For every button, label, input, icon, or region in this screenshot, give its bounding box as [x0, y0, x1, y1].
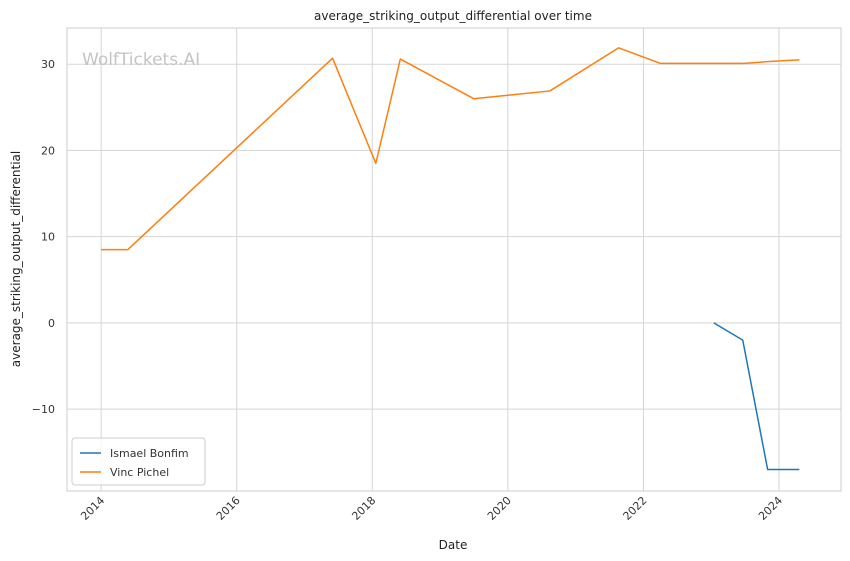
- y-axis-title: average_striking_output_differential: [9, 151, 23, 367]
- x-tick-label: 2022: [621, 494, 650, 523]
- x-tick-label: 2014: [78, 494, 107, 523]
- x-tick-label: 2024: [756, 494, 785, 523]
- legend: Ismael Bonfim Vinc Pichel: [71, 437, 206, 486]
- plot-frame: [66, 27, 842, 492]
- y-tick-label: 0: [48, 317, 55, 330]
- chart-title: average_striking_output_differential ove…: [314, 9, 592, 23]
- y-tick-label: −10: [32, 403, 55, 416]
- legend-box: [71, 437, 206, 486]
- legend-label-vinc-pichel: Vinc Pichel: [110, 466, 169, 479]
- x-tick-label: 2018: [349, 494, 378, 523]
- y-tick-label: 30: [41, 58, 55, 71]
- legend-label-ismael-bonfim: Ismael Bonfim: [110, 447, 189, 460]
- x-axis-title: Date: [439, 538, 468, 552]
- grid: [67, 28, 841, 491]
- watermark-logo: WolfTickets.AI: [82, 50, 200, 70]
- y-tick-label: 20: [41, 144, 55, 157]
- series-lines: [101, 47, 800, 471]
- series-line-vinc-pichel: [101, 47, 800, 251]
- series-line-ismael-bonfim: [713, 322, 800, 471]
- y-tick-label: 10: [41, 231, 55, 244]
- x-tick-label: 2016: [214, 494, 243, 523]
- x-tick-label: 2020: [485, 494, 514, 523]
